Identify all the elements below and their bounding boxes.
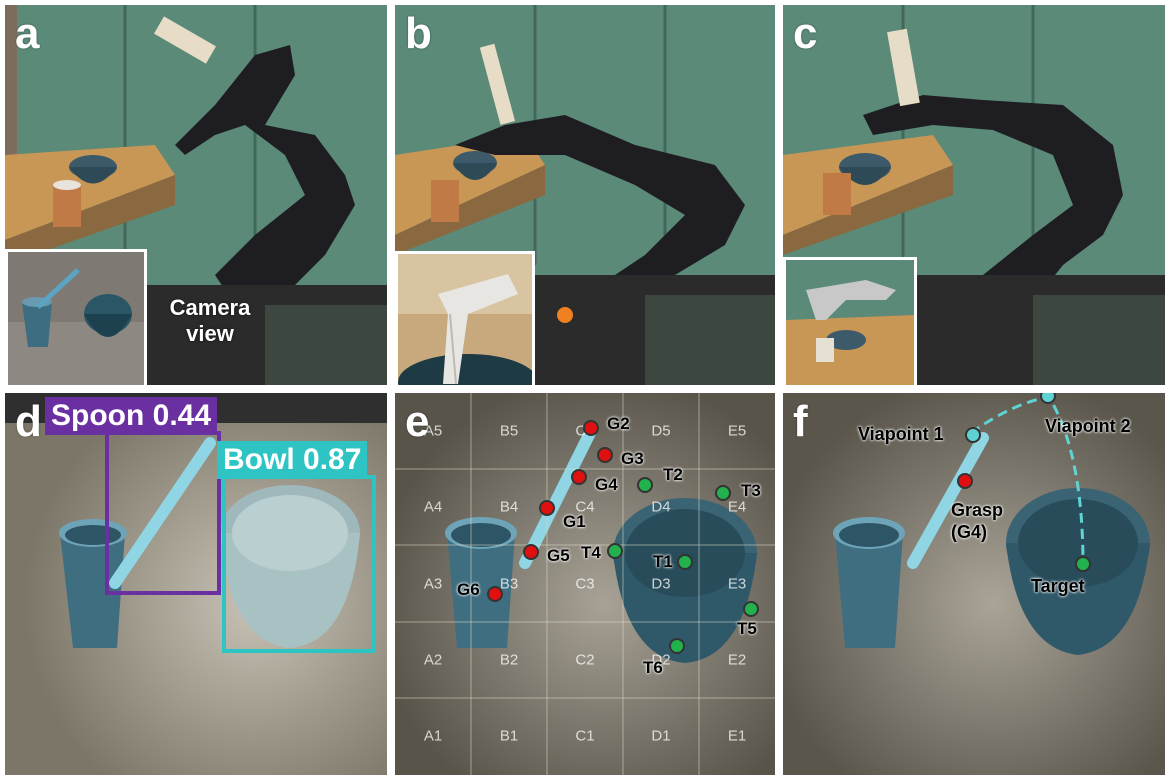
grid-cell-a2: A2: [423, 651, 443, 669]
target-point-t5: [743, 601, 759, 617]
target-label-t5: T5: [737, 619, 757, 638]
panel-a: a Camera view: [5, 5, 387, 385]
spoon-detection-label: Spoon 0.44: [45, 397, 218, 435]
caption-line-1: Camera: [169, 295, 251, 320]
grasp-point-g1: [539, 500, 555, 516]
grid-cell-a4: A4: [423, 498, 443, 516]
grasp-label-g6: G6: [457, 580, 480, 599]
grid-cell-a1: A1: [423, 727, 443, 745]
tabletop-photo-e: [395, 393, 775, 775]
grasp-point-g2: [583, 420, 599, 436]
camera-view-inset-b: [395, 251, 535, 385]
target-label-t6: T6: [643, 658, 663, 677]
grasp-point-g6: [487, 586, 503, 602]
grid-cell-d5: D5: [651, 422, 671, 440]
target-label-t4: T4: [581, 543, 601, 562]
grasp-label-line: Grasp: [951, 500, 1004, 520]
robot-arm-photo-c: [783, 5, 1165, 385]
grid-cell-b4: B4: [499, 498, 519, 516]
robot-arm-photo-a: [5, 5, 387, 385]
grid-cell-b2: B2: [499, 651, 519, 669]
panel-label-b: b: [405, 9, 432, 58]
viapoint-2-marker: [1040, 393, 1056, 404]
panel-c: c: [783, 5, 1165, 385]
viapoint-1-marker: [965, 427, 981, 443]
grasp-label-g5: G5: [547, 546, 570, 565]
grasp-point-g5: [523, 544, 539, 560]
grid-cell-c3: C3: [575, 575, 595, 593]
grasp-sub-label: (G4): [951, 522, 987, 542]
grid-cell-b1: B1: [499, 727, 519, 745]
target-label-t1: T1: [653, 552, 673, 571]
panel-label-a: a: [15, 9, 40, 58]
target-point-t3: [715, 485, 731, 501]
grid-lines: [395, 393, 775, 775]
grid-cell-c1: C1: [575, 727, 595, 745]
target-marker: [1075, 556, 1091, 572]
target-point-t2: [637, 477, 653, 493]
camera-view-inset-a: [5, 249, 147, 385]
panel-b: b: [395, 5, 775, 385]
target-label: Target: [1031, 576, 1085, 596]
grasp-label-g2: G2: [607, 414, 630, 433]
grasp-label-g3: G3: [621, 449, 644, 468]
grasp-label-g4: G4: [595, 475, 618, 494]
grid-cell-c4: C4: [575, 498, 595, 516]
grid-cell-d4: D4: [651, 498, 671, 516]
grid-cell-d3: D3: [651, 575, 671, 593]
grid-cell-e3: E3: [727, 575, 747, 593]
target-point-t6: [669, 638, 685, 654]
grid-cell-d2: D2: [651, 651, 671, 669]
spoon-bounding-box: [105, 431, 221, 595]
viapoint-2-label: Viapoint 2: [1045, 416, 1131, 436]
target-label-t2: T2: [663, 465, 683, 484]
grasp-label: Grasp (G4): [951, 499, 1003, 543]
panel-d: d Spoon 0.44 Bowl 0.87: [5, 393, 387, 775]
grasp-marker: [957, 473, 973, 489]
caption-line-2: view: [186, 321, 234, 346]
grasp-label-g1: G1: [563, 512, 586, 531]
panel-label-d: d: [15, 397, 42, 446]
grid-cell-b3: B3: [499, 575, 519, 593]
bowl-detection-label: Bowl 0.87: [217, 441, 368, 479]
grid-cell-e5: E5: [727, 422, 747, 440]
grid-cell-e1: E1: [727, 727, 747, 745]
panel-e: A5B5C5D5E5A4B4C4D4E4A3B3C3D3E3A2B2C2D2E2…: [395, 393, 775, 775]
panel-label-c: c: [793, 9, 818, 58]
grid-cell-a5: A5: [423, 422, 443, 440]
grid-cell-e2: E2: [727, 651, 747, 669]
trajectory-path: [970, 395, 1085, 566]
camera-view-image-b: [398, 254, 532, 385]
tabletop-photo-d: [5, 393, 387, 775]
panel-label-f: f: [793, 397, 808, 446]
tabletop-photo-f: [783, 393, 1165, 775]
grid-cell-a3: A3: [423, 575, 443, 593]
panel-f: f Viapoint 1 Viapoint 2 Grasp (G4) Targe…: [783, 393, 1165, 775]
grid-cell-c2: C2: [575, 651, 595, 669]
panel-label-e: e: [405, 397, 430, 446]
camera-view-caption: Camera view: [160, 295, 260, 347]
camera-view-inset-c: [783, 257, 917, 385]
target-point-t4: [607, 543, 623, 559]
camera-view-image-a: [8, 252, 144, 385]
grid-cell-b5: B5: [499, 422, 519, 440]
target-label-t3: T3: [741, 481, 761, 500]
grasp-point-g4: [571, 469, 587, 485]
camera-view-image-c: [786, 260, 914, 385]
grid-cell-d1: D1: [651, 727, 671, 745]
viapoint-1-label: Viapoint 1: [858, 424, 944, 444]
grasp-point-g3: [597, 447, 613, 463]
grid-cell-e4: E4: [727, 498, 747, 516]
target-point-t1: [677, 554, 693, 570]
bowl-bounding-box: [222, 475, 376, 653]
